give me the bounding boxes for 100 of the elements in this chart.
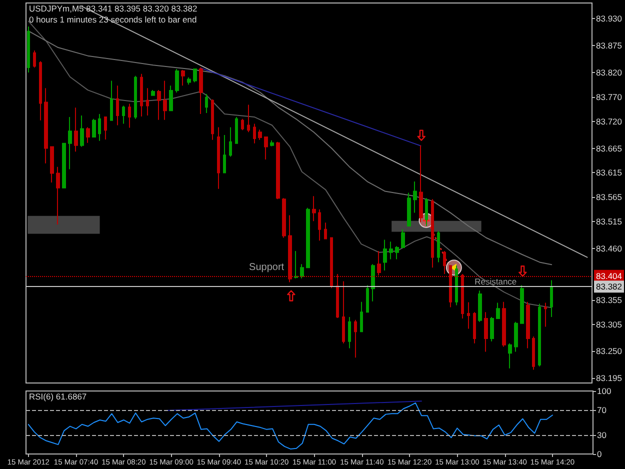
candlestick [92, 118, 96, 138]
candlestick [342, 280, 345, 344]
candlestick [443, 250, 446, 274]
candlestick [193, 68, 197, 83]
candlestick [68, 116, 72, 170]
candlestick [348, 316, 351, 349]
candlestick [502, 301, 506, 348]
candlestick [431, 198, 434, 268]
candlestick [181, 70, 185, 86]
candlestick [217, 126, 220, 190]
y-tick-label: 83.195 [596, 373, 622, 384]
y-tick-label: 100 [597, 386, 612, 396]
y-tick-label: 0 [597, 449, 602, 459]
candlestick [437, 230, 440, 263]
candlestick [74, 107, 78, 152]
candlestick [360, 301, 363, 332]
candlestick [270, 140, 274, 147]
candlestick [383, 239, 387, 272]
candlestick [44, 88, 48, 164]
candlestick [526, 301, 530, 349]
candlestick [550, 280, 553, 318]
y-tick-label: 30 [597, 430, 607, 440]
candlestick [223, 134, 226, 174]
y-tick-label: 83.720 [596, 116, 622, 126]
candlestick [253, 123, 256, 144]
chart-title: USDJPYm,M5 83.341 83.395 83.320 83.382 [29, 4, 198, 14]
candlestick [395, 246, 399, 260]
annotation: Support [249, 262, 284, 273]
y-tick-label: 83.615 [596, 168, 622, 178]
candlestick [39, 60, 42, 121]
candlestick [300, 264, 304, 279]
candlestick [490, 316, 494, 342]
candlestick [413, 181, 417, 214]
candlestick [318, 208, 321, 242]
candlestick [229, 126, 232, 158]
candlestick [264, 136, 268, 160]
candlestick [276, 141, 280, 200]
candlestick [401, 228, 405, 248]
candlestick [86, 126, 90, 144]
candlestick [282, 198, 286, 238]
y-tick-label: 83.820 [596, 67, 622, 78]
candlestick [544, 302, 547, 328]
ref-line-label: 83.404 [596, 270, 622, 281]
candlestick [199, 67, 203, 115]
candlestick [80, 114, 84, 148]
y-tick-label: 83.305 [596, 319, 622, 330]
candlestick [235, 116, 238, 144]
candlestick [157, 90, 161, 120]
y-tick-label: 83.665 [596, 143, 622, 154]
y-tick-label: 83.565 [596, 192, 622, 202]
candlestick [312, 196, 316, 222]
candlestick [532, 336, 535, 370]
y-tick-label: 83.250 [596, 346, 622, 356]
candlestick [110, 80, 113, 121]
candlestick [205, 93, 208, 114]
candlestick [455, 265, 458, 306]
candlestick [484, 312, 488, 352]
y-tick-label: 83.355 [596, 294, 622, 305]
candlestick [151, 90, 155, 96]
candlestick [50, 146, 54, 183]
candlestick [211, 98, 214, 140]
ref-line-label: 83.382 [596, 282, 622, 292]
line-series [28, 402, 553, 450]
candlestick [419, 144, 423, 223]
candlestick [354, 319, 357, 358]
candlestick [294, 250, 298, 279]
candlestick [496, 302, 500, 319]
candlestick [98, 114, 101, 142]
candlestick [538, 303, 541, 367]
candlestick [169, 85, 173, 112]
candlestick [104, 116, 107, 140]
candlestick [306, 207, 310, 268]
candlestick [62, 142, 66, 188]
candlestick [187, 76, 191, 86]
candlestick [247, 104, 250, 133]
candlestick [371, 264, 375, 302]
candlestick [473, 312, 476, 344]
candlestick [478, 290, 482, 322]
candlestick [324, 222, 327, 240]
candlestick [122, 105, 125, 124]
candlestick [146, 88, 149, 116]
candlestick [33, 50, 36, 68]
candlestick [407, 192, 411, 227]
y-tick-label: 83.460 [596, 244, 622, 254]
y-tick-label: 83.515 [596, 216, 622, 227]
candlestick [389, 241, 393, 260]
y-tick-label: 83.930 [596, 14, 622, 24]
candlestick [175, 68, 179, 93]
candlestick [241, 118, 244, 131]
text: 0 hours 1 minutes 23 seconds left to bar end [29, 14, 198, 24]
candlestick [116, 85, 119, 126]
candlestick [140, 73, 143, 117]
y-tick-label: 83.770 [596, 92, 622, 102]
candlestick [27, 26, 30, 73]
candlestick [467, 302, 470, 330]
chart-title: RSI(6) 61.6867 [29, 392, 87, 402]
candlestick [508, 342, 512, 369]
y-tick-label: 70 [597, 404, 607, 415]
y-tick-label: 83.875 [596, 40, 622, 51]
candlestick [134, 75, 137, 120]
